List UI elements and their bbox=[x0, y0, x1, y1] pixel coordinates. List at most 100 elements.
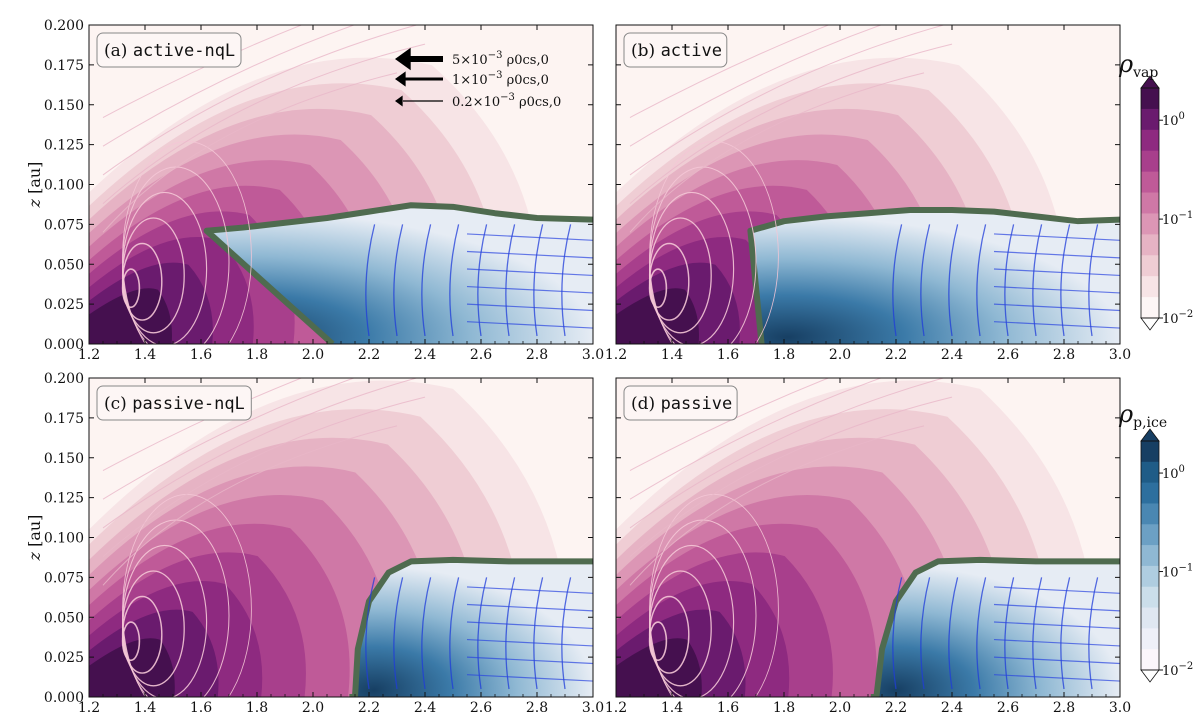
streamline bbox=[1004, 224, 1015, 337]
colorbar-swatch bbox=[1141, 607, 1159, 629]
streamline bbox=[102, 378, 356, 500]
ice-region bbox=[349, 559, 593, 697]
streamline bbox=[993, 303, 1120, 312]
streamline bbox=[993, 603, 1120, 612]
y-tick-label: 0.050 bbox=[44, 610, 84, 626]
streamline bbox=[1060, 577, 1071, 690]
x-tick-label: 2.4 bbox=[941, 700, 963, 716]
colorbar-frame bbox=[1140, 440, 1160, 671]
panel-c: 1.2 1.4 1.6 1.8 2.0 2.2 2.4 2.6 2.8 3.0 0.000 0.025… bbox=[25, 371, 604, 716]
colorbar-swatch bbox=[1141, 108, 1159, 131]
streamline bbox=[629, 25, 946, 176]
colorbar-swatch bbox=[1141, 192, 1159, 214]
x-tick-label: 1.2 bbox=[605, 347, 627, 363]
colorbar-tick-label: 100 bbox=[1162, 111, 1185, 129]
x-tick-label: 1.8 bbox=[246, 347, 268, 363]
y-tick-label: 0.025 bbox=[44, 297, 84, 313]
colorbar-swatch bbox=[1141, 482, 1159, 504]
x-tick-label: 3.0 bbox=[1109, 700, 1131, 716]
streamline bbox=[1060, 224, 1071, 337]
y-tick-label: 0.175 bbox=[44, 411, 84, 427]
streamline bbox=[993, 268, 1120, 277]
streamline bbox=[892, 224, 903, 337]
legend-arrow-head bbox=[395, 95, 403, 107]
x-tick-label: 2.8 bbox=[526, 700, 548, 716]
streamline bbox=[466, 674, 593, 682]
colorbar-tick-label: 10−2 bbox=[1162, 309, 1193, 327]
colorbar-swatch bbox=[1141, 441, 1159, 463]
panel-tag-label: (a) active-nqL bbox=[104, 41, 235, 61]
streamline bbox=[1088, 224, 1099, 337]
panel-tag: (d) passive bbox=[623, 385, 738, 421]
x-tick-label: 1.6 bbox=[717, 700, 739, 716]
streamline bbox=[102, 25, 356, 147]
legend-arrow-thick: 5×10−3 ρ0cs,0 bbox=[395, 47, 549, 71]
x-tick-label: 2.4 bbox=[414, 700, 436, 716]
x-tick-label: 2.0 bbox=[829, 700, 851, 716]
streamline bbox=[561, 224, 572, 337]
streamline bbox=[920, 577, 931, 690]
x-tick-label: 2.4 bbox=[414, 347, 436, 363]
panel-tag-box bbox=[623, 385, 738, 421]
y-tick-label: 0.050 bbox=[44, 257, 84, 273]
streamline bbox=[976, 577, 987, 690]
x-tick-label: 2.2 bbox=[358, 700, 380, 716]
panel-tag-label: (b) active bbox=[631, 41, 722, 61]
streamline bbox=[102, 25, 419, 176]
streamline bbox=[365, 577, 376, 690]
panel-a: 1.2 1.4 1.6 1.8 2.0 2.2 2.4 2.6 2.8 3.0 0.000 0.025… bbox=[25, 18, 604, 363]
streamline bbox=[466, 250, 593, 259]
colorbars: ρvap 100 10−1 10−2 ρp,ice 100 10−1 10−2 bbox=[1118, 50, 1193, 683]
legend-arrow-head bbox=[395, 47, 411, 71]
panel-tag-box bbox=[96, 32, 242, 68]
streamline bbox=[993, 233, 1120, 241]
streamline bbox=[466, 656, 593, 665]
panel-b: 1.2 1.4 1.6 1.8 2.0 2.2 2.4 2.6 2.8 3.0 (b) active bbox=[605, 24, 1131, 363]
streamline bbox=[629, 378, 946, 529]
streamlines bbox=[629, 378, 1120, 697]
y-tick-label: 0.000 bbox=[44, 690, 84, 706]
streamline bbox=[993, 638, 1120, 647]
colorbar-frame bbox=[1140, 87, 1160, 319]
colorbar-swatch bbox=[1141, 171, 1159, 194]
x-tick-label: 3.0 bbox=[1109, 347, 1131, 363]
colorbar-tick-label: 10−2 bbox=[1162, 661, 1193, 679]
colorbar-swatch bbox=[1141, 255, 1159, 277]
y-tick-label: 0.100 bbox=[44, 178, 84, 194]
streamline bbox=[993, 674, 1120, 682]
streamline bbox=[393, 577, 404, 690]
ice-region bbox=[750, 210, 1120, 344]
streamline bbox=[466, 233, 593, 241]
colorbar-tick-label: 100 bbox=[1162, 464, 1185, 482]
streamline bbox=[976, 224, 987, 337]
x-tick-label: 1.2 bbox=[605, 700, 627, 716]
colorbar-ice: ρp,ice 100 10−1 10−2 bbox=[1118, 400, 1193, 683]
colorbar-title: ρvap bbox=[1118, 50, 1158, 81]
streamlines bbox=[102, 378, 593, 697]
streamline bbox=[449, 577, 460, 690]
streamline bbox=[629, 43, 953, 205]
streamline bbox=[466, 586, 593, 594]
x-tick-label: 2.8 bbox=[1053, 347, 1075, 363]
y-tick-label: 0.150 bbox=[44, 451, 84, 467]
streamline bbox=[102, 25, 303, 118]
x-tick-label: 1.8 bbox=[773, 700, 795, 716]
y-tick-label: 0.100 bbox=[44, 531, 84, 547]
panel-tag-label: (c) passive-nqL bbox=[104, 394, 245, 414]
legend-arrow-medium: 1×10−3 ρ0cs,0 bbox=[395, 70, 549, 88]
streamline bbox=[466, 638, 593, 647]
x-tick-label: 2.6 bbox=[470, 347, 492, 363]
ice-region bbox=[870, 559, 1120, 697]
density-field-d bbox=[616, 378, 1120, 697]
streamline bbox=[102, 378, 303, 471]
streamline bbox=[892, 577, 903, 690]
density-field-c bbox=[89, 378, 593, 697]
streamline bbox=[466, 321, 593, 329]
panel-tag-box bbox=[623, 32, 728, 68]
colorbar-swatch bbox=[1141, 150, 1159, 173]
colorbar-swatch bbox=[1141, 213, 1159, 235]
streamline bbox=[1004, 577, 1015, 690]
x-tick-label: 1.4 bbox=[661, 347, 683, 363]
vapor-band bbox=[89, 288, 172, 344]
y-tick-label: 0.075 bbox=[44, 570, 84, 586]
